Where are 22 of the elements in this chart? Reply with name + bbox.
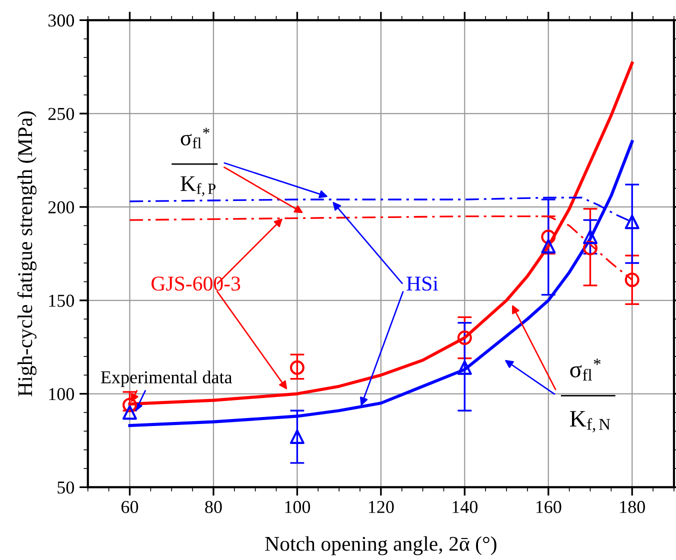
y-tick-label: 100 — [49, 388, 74, 400]
y-axis-title: High-cycle fatigue strength (MPa) — [17, 111, 36, 396]
x-tick-label: 140 — [452, 500, 478, 514]
annotation: σ$_{fl}$$^{*}$ — [180, 128, 210, 148]
annotation: HSi — [406, 276, 438, 291]
x-tick-label: 180 — [620, 500, 645, 514]
annotation: GJS-600-3 — [152, 276, 240, 291]
annotation: K$_{f,N}$ — [570, 411, 610, 432]
x-tick-label: 120 — [368, 500, 394, 514]
x-tick-label: 100 — [285, 500, 310, 514]
x-tick-label: 60 — [121, 500, 138, 514]
x-axis-title: Notch opening angle, 2ᾱ (°) — [265, 536, 496, 556]
annotation: K$_{f,P}$ — [180, 176, 216, 196]
annotation: σ$_{fl}$$^{*}$ — [570, 358, 601, 380]
y-tick-label: 250 — [48, 108, 74, 120]
x-tick-label: 80 — [205, 500, 222, 514]
y-tick-label: 300 — [48, 14, 74, 27]
x-tick-label: 160 — [536, 500, 562, 514]
y-tick-label: 50 — [58, 481, 74, 494]
annotation: Experimental data — [100, 370, 232, 388]
y-tick-label: 200 — [48, 201, 74, 214]
y-tick-label: 150 — [49, 294, 74, 307]
